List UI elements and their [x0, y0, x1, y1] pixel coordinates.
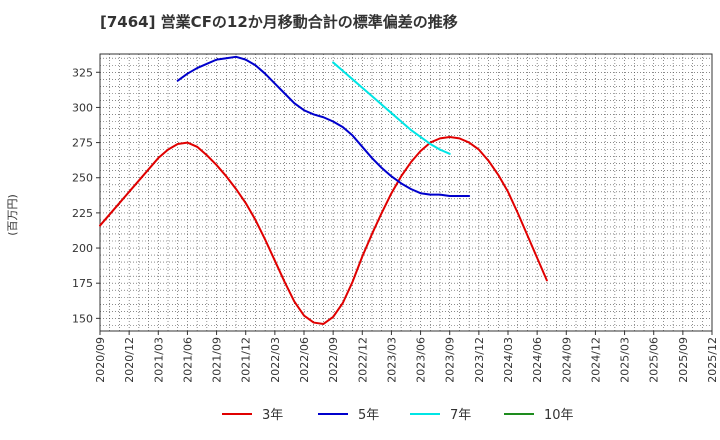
legend-label: 10年: [544, 408, 574, 423]
x-tick-label: 2020/12: [123, 337, 136, 383]
series-line-5年: [176, 55, 471, 198]
y-tick-label: 200: [72, 242, 93, 255]
y-tick-label: 175: [72, 277, 93, 290]
y-tick-label: 275: [72, 137, 93, 150]
x-tick-label: 2024/09: [560, 337, 573, 383]
x-tick-label: 2023/03: [385, 337, 398, 383]
x-tick-label: 2023/06: [415, 337, 428, 383]
x-tick-label: 2021/12: [240, 337, 253, 383]
x-tick-label: 2021/06: [181, 337, 194, 383]
chart-title: [7464] 営業CFの12か月移動合計の標準偏差の推移: [100, 13, 458, 31]
x-tick-label: 2025/03: [619, 337, 632, 383]
legend-label: 5年: [358, 408, 379, 423]
x-tick-label: 2022/03: [269, 337, 282, 383]
x-tick-label: 2025/09: [677, 337, 690, 383]
y-tick-label: 150: [72, 312, 93, 325]
y-tick-label: 325: [72, 66, 93, 79]
y-tick-label: 300: [72, 101, 93, 114]
x-tick-label: 2023/12: [473, 337, 486, 383]
x-tick-label: 2024/12: [589, 337, 602, 383]
x-tick-label: 2021/03: [152, 337, 165, 383]
x-tick-label: 2022/09: [327, 337, 340, 383]
series-line-3年: [99, 135, 548, 325]
x-tick-label: 2022/12: [356, 337, 369, 383]
series-line-7年: [332, 61, 451, 155]
y-tick-label: 225: [72, 207, 93, 220]
legend-label: 7年: [450, 408, 471, 423]
x-tick-label: 2024/06: [531, 337, 544, 383]
x-tick-label: 2024/03: [502, 337, 515, 383]
x-tick-label: 2025/06: [648, 337, 661, 383]
plot-frame: [99, 53, 713, 332]
x-tick-label: 2020/09: [94, 337, 107, 383]
x-tick-label: 2025/12: [706, 337, 719, 383]
x-tick-label: 2023/09: [444, 337, 457, 383]
y-tick-label: 250: [72, 172, 93, 185]
plot-area: [100, 54, 712, 331]
x-tick-label: 2021/09: [211, 337, 224, 383]
legend-label: 3年: [262, 408, 283, 423]
x-tick-label: 2022/06: [298, 337, 311, 383]
